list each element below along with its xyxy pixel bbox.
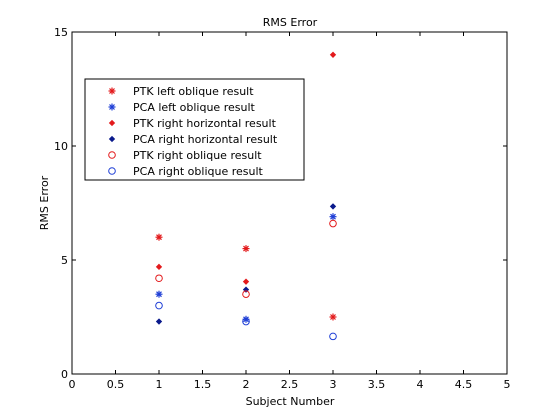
x-tick-label: 0: [69, 378, 76, 391]
legend-marker: [108, 103, 116, 111]
data-point: [329, 332, 337, 341]
data-point: [155, 233, 163, 241]
data-point: [155, 290, 163, 298]
legend-marker: [108, 87, 116, 95]
x-axis-label: Subject Number: [246, 395, 335, 408]
data-point: [329, 51, 337, 58]
data-point: [242, 290, 250, 299]
y-axis-label: RMS Error: [38, 175, 51, 230]
x-tick-label: 2: [243, 378, 250, 391]
legend-label-pca-right-oblique: PCA right oblique result: [133, 165, 264, 178]
x-tick-label: 3: [330, 378, 337, 391]
data-point: [329, 313, 337, 321]
x-tick-label: 1.5: [194, 378, 212, 391]
x-tick-label: 4: [417, 378, 424, 391]
data-point: [155, 301, 163, 310]
data-point: [242, 278, 250, 285]
y-axis-ticks: 0 5 10 15: [54, 26, 507, 381]
x-tick-label: 5: [504, 378, 511, 391]
legend-box: [84, 78, 305, 181]
legend-marker: [108, 119, 116, 127]
x-tick-label: 4.5: [455, 378, 473, 391]
y-tick-label: 15: [54, 26, 68, 39]
legend-label-ptk-right-oblique: PTK right oblique result: [133, 149, 262, 162]
legend-label-ptk-right-horizontal: PTK right horizontal result: [133, 117, 277, 130]
y-tick-label: 5: [61, 254, 68, 267]
legend: PTK left oblique result PCA left oblique…: [84, 78, 305, 181]
data-point: [329, 203, 337, 210]
legend-label-pca-right-horizontal: PCA right horizontal result: [133, 133, 278, 146]
legend-marker: [108, 135, 116, 143]
y-tick-label: 10: [54, 140, 68, 153]
x-tick-label: 0.5: [107, 378, 125, 391]
legend-label-pca-left-oblique: PCA left oblique result: [133, 101, 255, 114]
x-tick-label: 1: [156, 378, 163, 391]
data-point: [329, 219, 337, 228]
legend-marker: [108, 151, 116, 159]
data-point: [155, 318, 163, 325]
data-point: [155, 263, 163, 271]
y-tick-label: 0: [61, 368, 68, 381]
chart-title: RMS Error: [263, 16, 318, 29]
x-tick-label: 3.5: [368, 378, 386, 391]
legend-markers: [108, 87, 116, 175]
x-axis-ticks: 0 0.5 1 1.5 2 2.5 3 3.5 4 4.5 5: [69, 32, 511, 391]
data-points: [155, 51, 337, 341]
data-point: [242, 317, 250, 326]
data-point: [155, 274, 163, 283]
legend-marker: [108, 167, 116, 175]
x-tick-label: 2.5: [281, 378, 299, 391]
legend-label-ptk-left-oblique: PTK left oblique result: [133, 85, 254, 98]
data-point: [242, 245, 250, 253]
data-point: [329, 213, 337, 221]
